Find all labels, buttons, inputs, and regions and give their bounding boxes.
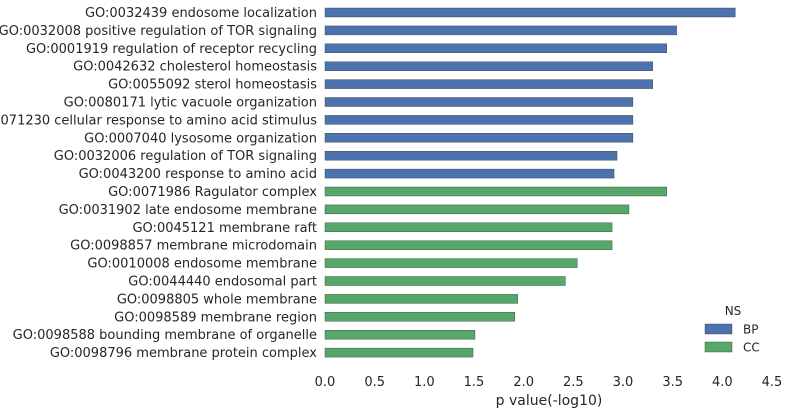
x-tick-label: 4.0: [712, 375, 733, 390]
bar-bp: [324, 168, 615, 179]
x-tick-label: 2.0: [513, 375, 534, 390]
bar-bp: [324, 115, 634, 125]
category-label: GO:0098588 bounding membrane of organell…: [13, 328, 317, 343]
bar-cc: [324, 312, 515, 322]
x-tick-label: 1.5: [464, 375, 485, 390]
category-label: GO:0098589 membrane region: [114, 310, 317, 325]
x-tick-label: 0.0: [315, 375, 336, 390]
category-label: GO:0080171 lytic vacuole organization: [64, 96, 317, 111]
category-label: GO:0098857 membrane microdomain: [70, 239, 317, 254]
bar-cc: [324, 186, 667, 197]
category-label: GO:0010008 endosome membrane: [87, 257, 317, 272]
bar-bp: [324, 79, 653, 89]
bar-bp: [324, 150, 618, 161]
category-label: GO:0044440 endosomal part: [128, 275, 317, 290]
x-axis-title: p value(-log10): [496, 393, 603, 409]
category-label: GO:0098796 membrane protein complex: [50, 346, 317, 361]
x-tick-label: 1.0: [414, 375, 435, 390]
bar-bp: [324, 61, 653, 71]
bar-cc: [324, 204, 630, 215]
x-tick-label: 3.0: [613, 375, 634, 390]
legend: NS BP CC: [704, 304, 760, 355]
bar-cc: [324, 258, 578, 268]
category-label: GO:0045121 membrane raft: [132, 221, 317, 236]
bar-bp: [324, 133, 634, 143]
category-label: GO:0007040 lysosome organization: [84, 131, 317, 146]
bar-bp: [324, 25, 677, 36]
category-labels: GO:0032439 endosome localization GO:00320…: [0, 6, 317, 361]
x-tick-label: 0.5: [364, 375, 385, 390]
x-tick-label: 4.5: [762, 375, 783, 390]
x-tick-label: 2.5: [563, 375, 584, 390]
bar-cc: [324, 276, 566, 286]
category-label: GO:0032439 endosome localization: [85, 6, 317, 21]
legend-swatch: [704, 323, 733, 335]
bar-bp: [324, 43, 667, 53]
bar-cc: [324, 330, 476, 340]
bars-layer: [324, 7, 736, 358]
category-label: GO:0042632 cholesterol homeostasis: [73, 60, 317, 75]
legend-title: NS: [725, 304, 742, 318]
legend-entries: BP CC: [704, 323, 760, 355]
bar-bp: [324, 97, 634, 107]
category-label: GO:0032006 regulation of TOR signaling: [54, 149, 317, 164]
legend-swatch: [704, 341, 733, 353]
legend-label: BP: [743, 323, 758, 337]
legend-label: CC: [743, 341, 760, 355]
category-label: GO:0031902 late endosome membrane: [59, 203, 317, 218]
category-label: GO:0032008 positive regulation of TOR si…: [0, 24, 317, 39]
bar-cc: [324, 294, 518, 304]
bar-cc: [324, 222, 613, 233]
bar-bp: [324, 7, 736, 18]
bar-cc: [324, 240, 613, 250]
category-label: GO:0071230 cellular response to amino ac…: [0, 113, 317, 128]
category-label: GO:0071986 Ragulator complex: [108, 185, 317, 200]
x-tick-label: 3.5: [662, 375, 683, 390]
bar-cc: [324, 347, 474, 358]
category-label: GO:0098805 whole membrane: [117, 292, 317, 307]
category-label: GO:0055092 sterol homeostasis: [108, 78, 317, 93]
category-label: GO:0043200 response to amino acid: [79, 167, 317, 182]
x-tick-labels: 0.0 0.5 1.0 1.5 2.0 2.5 3.0 3.5 4.0 4.5: [315, 375, 783, 390]
category-label: GO:0001919 regulation of receptor recycl…: [26, 42, 317, 57]
